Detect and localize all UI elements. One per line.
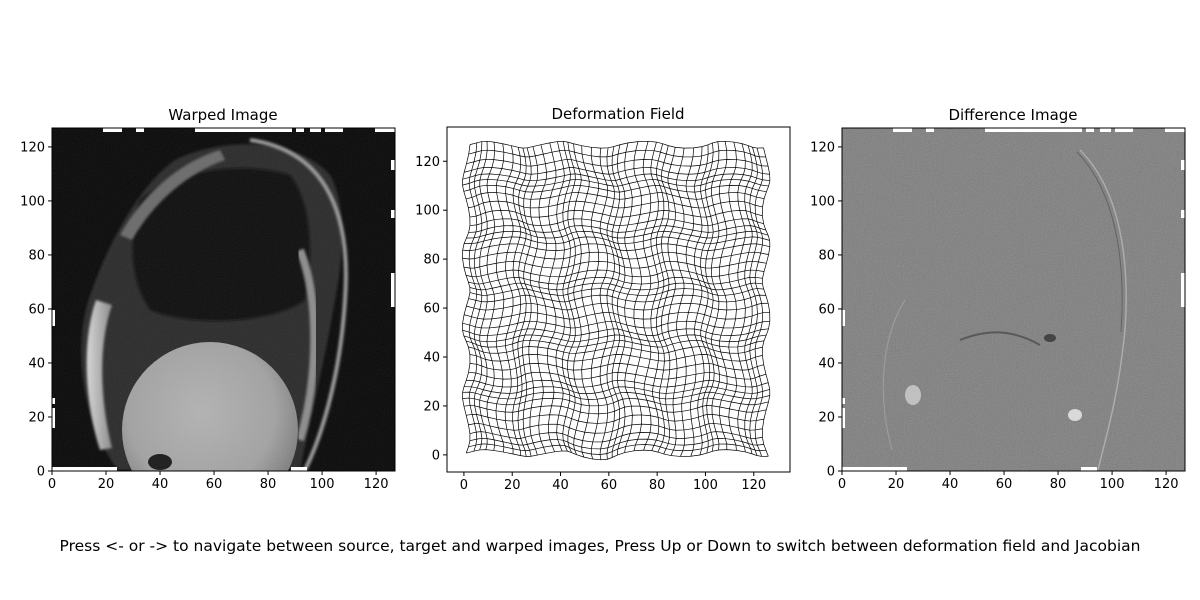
y-tick-label: 120 xyxy=(20,140,45,155)
grid-line-vertical xyxy=(685,147,697,457)
y-tick-label: 80 xyxy=(423,253,440,268)
y-tick-label: 0 xyxy=(432,448,440,463)
x-tick-label: 60 xyxy=(601,478,618,493)
grid-line-vertical xyxy=(555,141,565,452)
grid-line-vertical xyxy=(624,142,633,453)
x-tick-label: 60 xyxy=(996,477,1013,492)
deformation-grid xyxy=(462,140,771,461)
x-tick-label: 80 xyxy=(649,478,666,493)
warped-image-panel xyxy=(52,128,395,471)
grid-line-vertical xyxy=(462,144,471,454)
y-tick-label: 40 xyxy=(423,351,440,366)
warped-image-frame xyxy=(51,127,396,472)
grid-line-vertical xyxy=(694,146,705,456)
grid-line-vertical xyxy=(486,142,496,451)
x-tick-label: 120 xyxy=(364,477,389,492)
y-tick-label: 0 xyxy=(827,465,835,480)
y-tick-label: 20 xyxy=(423,399,440,414)
grid-line-vertical xyxy=(479,141,488,450)
warped-image-title: Warped Image xyxy=(168,106,277,124)
grid-line-vertical xyxy=(606,147,615,460)
y-tick-label: 120 xyxy=(415,155,440,170)
x-tick-label: 40 xyxy=(552,478,569,493)
x-tick-label: 120 xyxy=(741,478,766,493)
difference-image-frame xyxy=(841,127,1186,472)
x-tick-label: 60 xyxy=(206,477,223,492)
x-tick-label: 100 xyxy=(1100,477,1125,492)
y-tick-label: 60 xyxy=(423,302,440,317)
grid-line-vertical xyxy=(656,143,665,453)
y-tick-label: 20 xyxy=(818,410,835,425)
y-tick-label: 100 xyxy=(415,204,440,219)
x-tick-label: 80 xyxy=(1050,477,1067,492)
grid-line-vertical xyxy=(562,141,571,452)
y-tick-label: 0 xyxy=(37,465,45,480)
grid-line-vertical xyxy=(667,147,678,456)
grid-line-vertical xyxy=(676,148,687,457)
x-tick-label: 0 xyxy=(838,477,846,492)
grid-line-vertical xyxy=(728,141,737,451)
grid-line-vertical xyxy=(473,141,483,451)
grid-line-vertical xyxy=(504,145,514,455)
grid-line-vertical xyxy=(650,141,660,451)
grid-line-vertical xyxy=(737,143,746,453)
y-tick-label: 60 xyxy=(818,302,835,317)
y-tick-label: 40 xyxy=(28,356,45,371)
grid-line-vertical xyxy=(546,142,557,452)
grid-line-vertical xyxy=(705,142,715,452)
y-tick-label: 100 xyxy=(810,194,835,209)
x-tick-label: 0 xyxy=(460,478,468,493)
grid-line-vertical xyxy=(761,147,771,457)
y-tick-label: 60 xyxy=(28,302,45,317)
y-tick-label: 40 xyxy=(818,356,835,371)
grid-line-vertical xyxy=(749,147,758,456)
difference-image-panel xyxy=(842,128,1185,471)
grid-line-vertical xyxy=(528,146,539,456)
grid-line-vertical xyxy=(573,143,582,455)
grid-line-vertical xyxy=(616,144,626,456)
grid-line-vertical xyxy=(567,142,576,453)
x-tick-label: 100 xyxy=(310,477,335,492)
deformation-field-title: Deformation Field xyxy=(551,105,684,123)
grid-line-vertical xyxy=(660,145,671,455)
grid-line-vertical xyxy=(468,142,478,452)
x-tick-label: 0 xyxy=(48,477,56,492)
grid-line-vertical xyxy=(537,144,547,454)
x-tick-label: 20 xyxy=(888,477,905,492)
grid-line-vertical xyxy=(754,147,764,457)
y-tick-label: 80 xyxy=(818,248,835,263)
grid-line-vertical xyxy=(710,141,720,451)
y-tick-label: 20 xyxy=(28,410,45,425)
x-tick-label: 80 xyxy=(260,477,277,492)
grid-line-vertical xyxy=(599,148,609,460)
grid-line-vertical xyxy=(517,148,527,457)
grid-line-vertical xyxy=(581,145,590,458)
grid-line-vertical xyxy=(642,141,652,451)
deformation-field-frame xyxy=(446,126,791,473)
grid-line-vertical xyxy=(590,147,600,460)
deformation-field-axes: 0 20 40 60 80 100 120 0 20 40 60 80 100 120 xyxy=(415,155,766,493)
difference-image-title: Difference Image xyxy=(948,106,1077,124)
y-tick-label: 80 xyxy=(28,248,45,263)
grid-line-vertical xyxy=(495,143,505,453)
grid-line-vertical xyxy=(700,144,711,454)
grid-line-vertical xyxy=(512,147,522,456)
grid-line-vertical xyxy=(522,147,532,457)
y-tick-label: 120 xyxy=(810,140,835,155)
warped-image-axes: 0 20 40 60 80 100 120 0 20 40 60 80 100 120 xyxy=(20,140,388,492)
keyboard-instructions: Press <- or -> to navigate between sourc… xyxy=(59,537,1141,555)
grid-line-vertical xyxy=(744,145,753,454)
x-tick-label: 20 xyxy=(98,477,115,492)
difference-image-axes: 0 20 40 60 80 100 120 0 20 40 60 80 100 120 xyxy=(810,140,1178,492)
x-tick-label: 40 xyxy=(152,477,169,492)
x-tick-label: 100 xyxy=(693,478,718,493)
grid-line-vertical xyxy=(611,146,620,458)
x-tick-label: 120 xyxy=(1154,477,1179,492)
grid-line-vertical xyxy=(633,141,642,451)
x-tick-label: 40 xyxy=(942,477,959,492)
x-tick-label: 20 xyxy=(504,478,521,493)
grid-line-vertical xyxy=(719,141,728,450)
y-tick-label: 100 xyxy=(20,194,45,209)
